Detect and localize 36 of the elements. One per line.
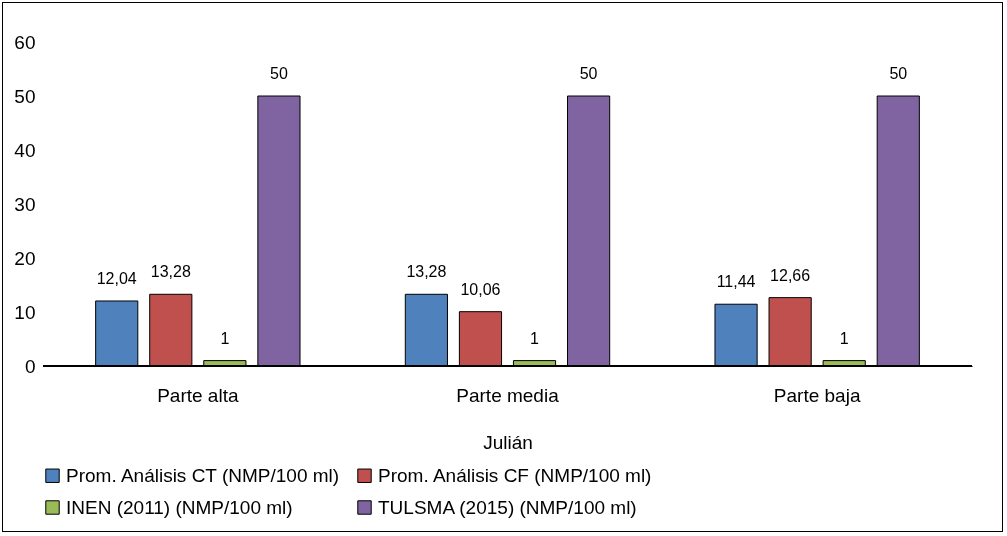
data-label: 50 — [889, 65, 908, 82]
bar — [95, 300, 139, 367]
y-tick-label: 0 — [24, 355, 36, 377]
bar — [404, 293, 448, 367]
data-label: 1 — [839, 329, 849, 347]
bar — [458, 311, 503, 367]
y-tick-label: 50 — [14, 85, 36, 107]
y-tick-label: 40 — [14, 139, 36, 161]
data-label: 50 — [579, 65, 598, 82]
legend-label: Prom. Análisis CT (NMP/100 ml) — [66, 464, 340, 486]
data-label: 1 — [530, 329, 540, 347]
data-label: 12,66 — [770, 266, 811, 284]
data-label: 1 — [220, 329, 230, 347]
data-label: 50 — [270, 65, 288, 82]
x-tick-label: Parte alta — [157, 384, 239, 406]
x-axis-title: Julián — [483, 431, 533, 453]
y-tick-label: 10 — [14, 301, 36, 323]
bar — [149, 293, 193, 367]
bar — [714, 303, 758, 367]
x-tick-label: Parte baja — [773, 384, 861, 406]
legend-label: INEN (2011) (NMP/100 ml) — [66, 496, 293, 518]
y-tick-label: 30 — [14, 193, 36, 215]
bar — [768, 297, 812, 367]
data-label: 10,06 — [460, 280, 501, 298]
legend-label: TULSMA (2015) (NMP/100 ml) — [378, 496, 637, 518]
y-tick-label: 60 — [14, 31, 36, 53]
y-tick-label: 20 — [14, 247, 36, 269]
data-label: 13,28 — [406, 263, 447, 281]
bar — [257, 95, 301, 367]
legend-label: Prom. Análisis CF (NMP/100 ml) — [378, 464, 652, 486]
bar — [567, 95, 611, 367]
data-label: 11,44 — [716, 273, 756, 291]
bar — [876, 95, 920, 367]
data-label: 12,04 — [96, 269, 137, 287]
data-label: 13,28 — [150, 263, 191, 281]
x-tick-label: Parte media — [456, 384, 560, 406]
